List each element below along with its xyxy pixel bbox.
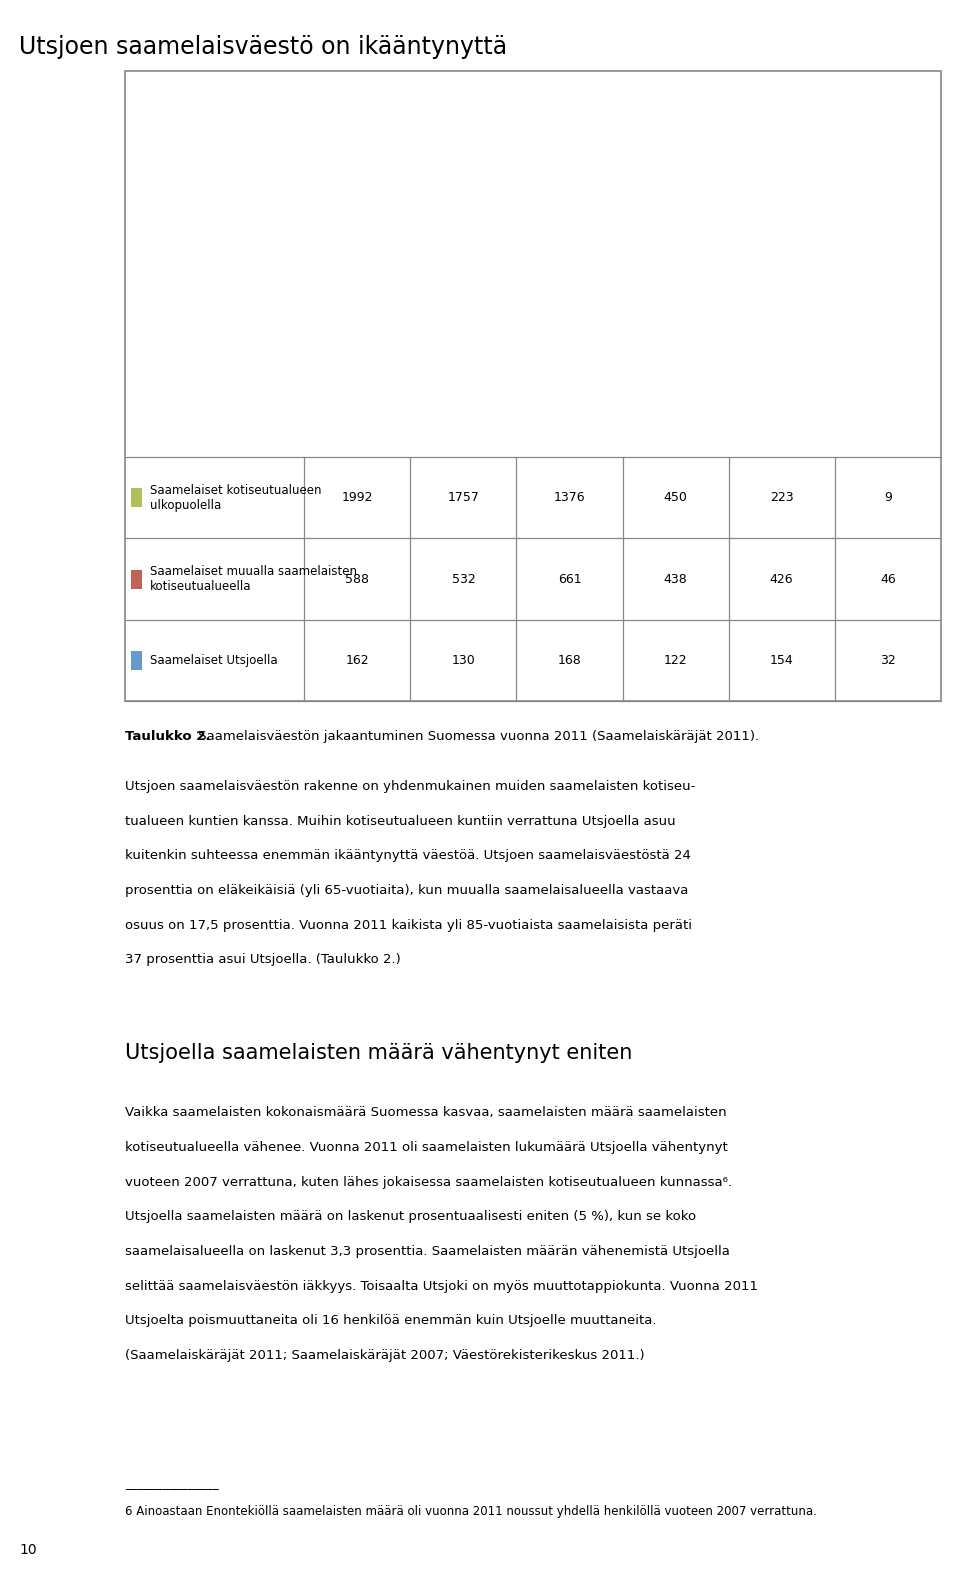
Bar (366, 110, 431, 362)
Text: 223: 223 (770, 492, 794, 504)
Text: 168: 168 (558, 654, 582, 667)
Text: vuoteen 2007 verrattuna, kuten lähes jokaisessa saamelaisten kotiseutualueen kun: vuoteen 2007 verrattuna, kuten lähes jok… (125, 1176, 732, 1188)
Bar (721, 391, 786, 457)
Text: kuitenkin suhteessa enemmän ikääntynyttä väestöä. Utsjoen saamelaisväestöstä 24: kuitenkin suhteessa enemmän ikääntynyttä… (125, 849, 690, 862)
Bar (248, 437, 313, 457)
Text: (Saamelaiskäräjät 2011; Saamelaiskäräjät 2007; Väestörekisterikeskus 2011.): (Saamelaiskäräjät 2011; Saamelaiskäräjät… (125, 1349, 644, 1362)
Bar (839, 147, 904, 329)
Bar (248, 362, 313, 437)
Bar (484, 430, 549, 457)
Text: 532: 532 (451, 572, 475, 586)
Text: Utsjoen saamelaisväestö on ikääntynyttä: Utsjoen saamelaisväestö on ikääntynyttä (19, 35, 507, 58)
Bar (603, 414, 668, 457)
Bar (366, 438, 431, 457)
Bar (603, 110, 668, 265)
Text: 1757: 1757 (447, 492, 479, 504)
Text: 32: 32 (880, 654, 896, 667)
Text: 162: 162 (346, 654, 370, 667)
Text: tualueen kuntien kanssa. Muihin kotiseutualueen kuntiin verrattuna Utsjoella asu: tualueen kuntien kanssa. Muihin kotiseut… (125, 815, 676, 827)
Text: kotiseutualueella vähenee. Vuonna 2011 oli saamelaisten lukumäärä Utsjoella vähe: kotiseutualueella vähenee. Vuonna 2011 o… (125, 1141, 728, 1154)
Bar (839, 329, 904, 457)
Text: Saamelaiset Utsjoella: Saamelaiset Utsjoella (150, 654, 277, 667)
Text: Utsjoen saamelaisväestön rakenne on yhdenmukainen muiden saamelaisten kotiseu-: Utsjoen saamelaisväestön rakenne on yhde… (125, 780, 695, 793)
Text: _______________: _______________ (125, 1477, 219, 1489)
Text: Taulukko 2.: Taulukko 2. (125, 730, 210, 742)
Text: 10: 10 (19, 1543, 36, 1557)
Text: 438: 438 (663, 572, 687, 586)
Text: saamelaisalueella on laskenut 3,3 prosenttia. Saamelaisten määrän vähenemistä Ut: saamelaisalueella on laskenut 3,3 prosen… (125, 1245, 730, 1258)
Text: 6 Ainoastaan Enontekiöllä saamelaisten määrä oli vuonna 2011 noussut yhdellä hen: 6 Ainoastaan Enontekiöllä saamelaisten m… (125, 1505, 817, 1518)
Bar (721, 110, 786, 206)
Bar (839, 110, 904, 147)
Bar (484, 110, 549, 326)
Bar (366, 362, 431, 438)
Title: Saamelaisväestön jakautuminen Suomessa vuonna 2011: Saamelaisväestön jakautuminen Suomessa v… (318, 82, 834, 101)
Bar (248, 110, 313, 362)
Text: 130: 130 (451, 654, 475, 667)
Text: Vaikka saamelaisten kokonaismäärä Suomessa kasvaa, saamelaisten määrä saamelaist: Vaikka saamelaisten kokonaismäärä Suomes… (125, 1106, 727, 1119)
Text: 154: 154 (770, 654, 794, 667)
Text: prosenttia on eläkeikäisiä (yli 65-vuotiaita), kun muualla saamelaisalueella vas: prosenttia on eläkeikäisiä (yli 65-vuoti… (125, 884, 688, 897)
Text: 588: 588 (346, 572, 370, 586)
Text: 37 prosenttia asui Utsjoella. (Taulukko 2.): 37 prosenttia asui Utsjoella. (Taulukko … (125, 953, 400, 966)
Text: 426: 426 (770, 572, 794, 586)
Text: 661: 661 (558, 572, 582, 586)
Text: 1376: 1376 (554, 492, 586, 504)
Text: Utsjoella saamelaisten määrä vähentynyt eniten: Utsjoella saamelaisten määrä vähentynyt … (125, 1043, 633, 1064)
Text: 122: 122 (663, 654, 687, 667)
Text: 450: 450 (663, 492, 687, 504)
Text: Saamelaiset kotiseutualueen
ulkopuolella: Saamelaiset kotiseutualueen ulkopuolella (150, 484, 322, 512)
Text: 1992: 1992 (342, 492, 373, 504)
Text: Utsjoella saamelaisten määrä on laskenut prosentuaalisesti eniten (5 %), kun se : Utsjoella saamelaisten määrä on laskenut… (125, 1210, 696, 1223)
Bar (603, 265, 668, 414)
Bar (721, 206, 786, 391)
Text: Utsjoelta poismuuttaneita oli 16 henkilöä enemmän kuin Utsjoelle muuttaneita.: Utsjoelta poismuuttaneita oli 16 henkilö… (125, 1314, 657, 1327)
Bar (484, 326, 549, 430)
Text: Saamelaiset muualla saamelaisten
kotiseutualueella: Saamelaiset muualla saamelaisten kotiseu… (150, 566, 357, 593)
Text: 9: 9 (884, 492, 892, 504)
Text: osuus on 17,5 prosenttia. Vuonna 2011 kaikista yli 85-vuotiaista saamelaisista p: osuus on 17,5 prosenttia. Vuonna 2011 ka… (125, 919, 692, 931)
Text: Saamelaisväestön jakaantuminen Suomessa vuonna 2011 (Saamelaiskäräjät 2011).: Saamelaisväestön jakaantuminen Suomessa … (194, 730, 759, 742)
Text: 46: 46 (880, 572, 896, 586)
Text: selittää saamelaisväestön iäkkyys. Toisaalta Utsjoki on myös muuttotappiokunta. : selittää saamelaisväestön iäkkyys. Toisa… (125, 1280, 757, 1292)
